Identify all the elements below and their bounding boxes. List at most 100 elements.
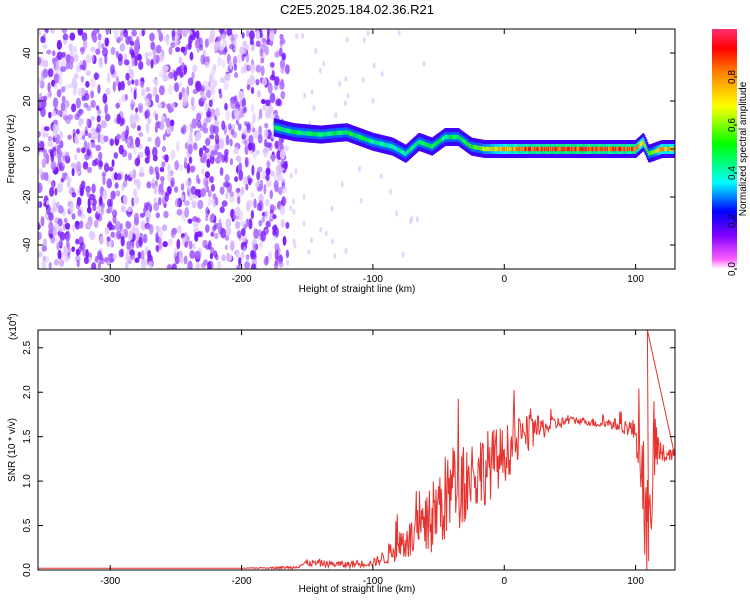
noise-blob: [105, 87, 111, 96]
noise-blob: [170, 177, 175, 187]
track-core: [352, 132, 355, 137]
noise-blob: [175, 46, 181, 53]
noise-blob: [147, 118, 152, 124]
noise-blob: [245, 183, 249, 191]
colorbar-tick-label: 0.2: [727, 214, 738, 228]
track-core: [336, 130, 339, 136]
snr-line: [38, 330, 675, 570]
noise-blob: [62, 157, 66, 167]
track-core: [408, 148, 410, 154]
noise-blob: [135, 226, 140, 237]
noise-blob: [96, 109, 102, 115]
noise-blob: [241, 46, 247, 55]
noise-blob: [221, 200, 228, 208]
noise-blob: [195, 30, 200, 39]
noise-blob: [106, 236, 111, 242]
track-core: [342, 130, 344, 135]
track-core: [607, 146, 610, 152]
track-core: [654, 149, 656, 154]
noise-blob: [79, 118, 84, 125]
track-core: [527, 146, 529, 152]
track-core: [498, 146, 501, 152]
noise-blob: [135, 137, 141, 148]
noise-blob: [141, 30, 145, 37]
track-core: [407, 149, 409, 155]
noise-speck: [289, 205, 293, 212]
snr-ytick-label: 2.0: [22, 385, 33, 399]
noise-blob: [76, 161, 82, 172]
noise-blob: [90, 46, 96, 53]
noise-blob: [110, 64, 115, 75]
noise-blob: [155, 232, 159, 243]
track-core: [286, 128, 288, 133]
noise-blob: [196, 112, 202, 122]
noise-blob: [114, 182, 119, 189]
noise-blob: [145, 109, 151, 119]
noise-blob: [66, 180, 71, 189]
noise-blob: [86, 149, 92, 157]
noise-blob: [255, 64, 262, 73]
noise-blob: [48, 262, 52, 269]
noise-blob: [206, 158, 211, 168]
noise-blob: [110, 231, 115, 238]
noise-speck: [344, 100, 347, 106]
track-core: [516, 146, 519, 152]
track-core: [514, 146, 516, 152]
noise-blob: [82, 134, 86, 141]
track-core: [667, 146, 670, 152]
track-core: [530, 146, 532, 152]
track-core: [452, 134, 454, 140]
track-core: [301, 130, 303, 136]
noise-blob: [39, 80, 43, 87]
noise-speck: [361, 76, 365, 83]
track-core: [622, 146, 625, 152]
noise-blob: [96, 115, 101, 123]
noise-blob: [262, 104, 267, 111]
track-core: [508, 146, 510, 152]
noise-blob: [66, 241, 70, 250]
noise-blob: [125, 221, 132, 230]
noise-blob: [279, 47, 283, 57]
noise-blob: [38, 251, 43, 258]
noise-blob: [201, 167, 205, 175]
noise-blob: [115, 102, 120, 109]
track-core: [375, 140, 378, 145]
spec-ytick-label: 40: [22, 47, 33, 59]
noise-blob: [239, 221, 246, 227]
noise-blob: [210, 184, 215, 192]
noise-blob: [47, 135, 53, 142]
noise-blob: [103, 162, 110, 173]
noise-blob: [183, 64, 188, 75]
noise-blob: [136, 35, 140, 45]
track-core: [382, 142, 384, 147]
track-core: [424, 141, 426, 147]
noise-speck: [295, 33, 299, 40]
noise-blob: [137, 125, 141, 132]
noise-region: [38, 29, 426, 269]
noise-blob: [236, 230, 242, 239]
noise-blob: [75, 238, 80, 245]
noise-blob: [224, 148, 229, 156]
noise-speck: [338, 80, 342, 87]
noise-blob: [38, 231, 42, 240]
noise-blob: [162, 133, 166, 141]
noise-blob: [188, 193, 194, 201]
noise-blob: [95, 105, 100, 111]
noise-blob: [204, 61, 210, 69]
track-core: [554, 146, 556, 152]
noise-blob: [155, 44, 162, 54]
track-core: [353, 132, 356, 138]
noise-blob: [38, 29, 41, 37]
noise-blob: [71, 168, 75, 177]
track-core: [569, 146, 571, 152]
track-core: [485, 146, 487, 152]
track-core: [398, 148, 401, 153]
noise-blob: [184, 241, 188, 248]
noise-blob: [44, 171, 49, 182]
noise-blob: [235, 220, 241, 230]
track-core: [273, 125, 276, 130]
noise-blob: [106, 72, 111, 84]
track-core: [459, 136, 462, 141]
noise-blob: [221, 254, 226, 262]
noise-blob: [149, 32, 155, 42]
